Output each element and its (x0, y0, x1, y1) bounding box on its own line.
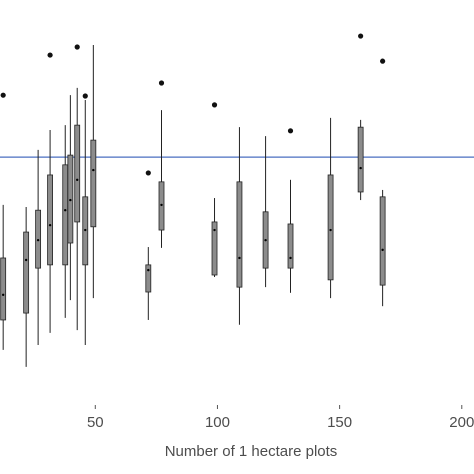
median (1, 293, 5, 297)
median (264, 238, 267, 242)
box (357, 126, 364, 193)
x-tick-label: 150 (327, 414, 352, 431)
median (84, 228, 87, 232)
median (48, 223, 52, 227)
outlier (74, 44, 80, 50)
median (147, 268, 150, 272)
median (92, 168, 95, 172)
x-axis-label: Number of 1 hectare plots (165, 443, 338, 460)
box (74, 124, 81, 223)
median (329, 228, 332, 232)
median (359, 166, 362, 170)
median (64, 208, 67, 212)
outlier (158, 80, 165, 86)
box (287, 223, 294, 269)
median (160, 203, 163, 207)
box (90, 139, 97, 228)
median (238, 256, 241, 260)
box (236, 181, 243, 288)
box (379, 196, 386, 286)
outlier (211, 102, 218, 108)
outlier (145, 170, 151, 176)
x-tick-label: 50 (87, 414, 104, 431)
box (62, 164, 69, 266)
box (47, 174, 53, 266)
median (69, 198, 72, 202)
median (36, 238, 40, 242)
outlier (0, 92, 6, 98)
median (213, 228, 216, 232)
box (0, 257, 7, 321)
box (211, 221, 218, 276)
outlier (358, 33, 364, 39)
median (76, 178, 79, 182)
box (145, 264, 152, 293)
outlier (47, 52, 53, 58)
median (381, 248, 384, 252)
box (23, 231, 30, 314)
x-tick-label: 100 (205, 414, 230, 431)
x-tick-label: 200 (449, 414, 474, 431)
outlier (82, 93, 88, 99)
outlier (380, 58, 386, 64)
median (24, 258, 28, 262)
outlier (287, 128, 294, 134)
box (327, 174, 334, 281)
median (289, 256, 292, 260)
